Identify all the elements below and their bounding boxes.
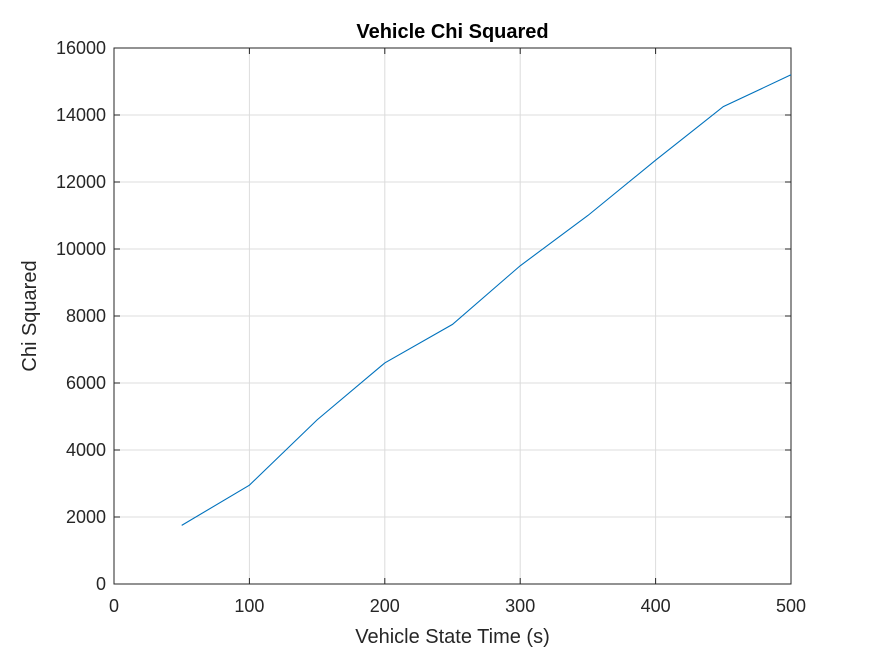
y-tick-label: 0 bbox=[96, 574, 106, 594]
axis-ticks: 0 100 200 300 400 500 0 2000 4000 6000 8000 10000 12… bbox=[56, 38, 806, 616]
series-line bbox=[181, 74, 792, 526]
series-layer bbox=[181, 74, 792, 526]
y-tick-label: 12000 bbox=[56, 172, 106, 192]
x-axis-label: Vehicle State Time (s) bbox=[355, 626, 550, 648]
grid bbox=[113, 47, 792, 585]
y-tick-label: 6000 bbox=[66, 373, 106, 393]
x-tick-label: 100 bbox=[234, 596, 264, 616]
x-tick-label: 300 bbox=[505, 596, 535, 616]
y-tick-label: 16000 bbox=[56, 38, 106, 58]
y-tick-label: 10000 bbox=[56, 239, 106, 259]
y-tick-label: 14000 bbox=[56, 105, 106, 125]
y-axis-label: Chi Squared bbox=[19, 260, 41, 371]
x-tick-label: 200 bbox=[370, 596, 400, 616]
x-tick-label: 500 bbox=[776, 596, 806, 616]
chart-title: Vehicle Chi Squared bbox=[356, 21, 548, 43]
x-tick-label: 400 bbox=[641, 596, 671, 616]
y-tick-label: 2000 bbox=[66, 507, 106, 527]
x-tick-label: 0 bbox=[109, 596, 119, 616]
y-tick-label: 4000 bbox=[66, 440, 106, 460]
y-tick-label: 8000 bbox=[66, 306, 106, 326]
